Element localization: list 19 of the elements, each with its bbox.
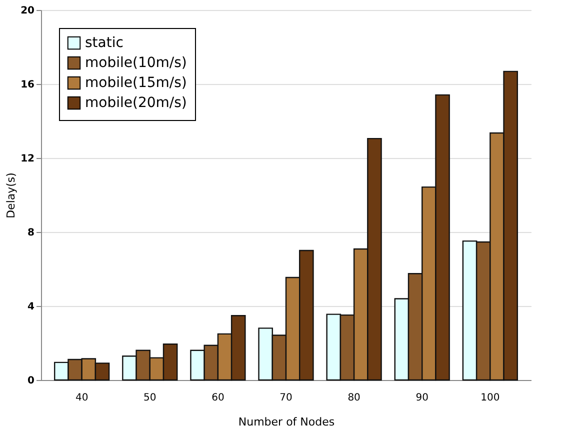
x-tick-label: 90 — [416, 392, 428, 404]
y-tick-label: 12 — [20, 154, 35, 164]
x-tick-label: 40 — [75, 392, 88, 404]
y-tick-label: 8 — [28, 228, 35, 238]
x-tick-label: 60 — [212, 392, 224, 404]
y-tick-label: 20 — [20, 6, 35, 16]
y-tick-label: 0 — [28, 376, 35, 386]
x-axis-title: Number of Nodes — [238, 416, 335, 428]
x-tick-label: 50 — [144, 392, 156, 404]
legend-label: mobile(10m/s) — [85, 55, 187, 71]
y-tick-label: 16 — [20, 80, 35, 90]
x-tick-label: 70 — [280, 392, 292, 404]
legend-label: mobile(15m/s) — [85, 75, 187, 91]
legend-label: static — [85, 35, 124, 51]
y-axis-title: Delay(s) — [4, 172, 18, 218]
legend-label: mobile(20m/s) — [85, 95, 187, 111]
y-tick-label: 4 — [28, 302, 35, 312]
x-tick-label: 80 — [348, 392, 360, 404]
x-tick-label: 100 — [480, 392, 500, 404]
